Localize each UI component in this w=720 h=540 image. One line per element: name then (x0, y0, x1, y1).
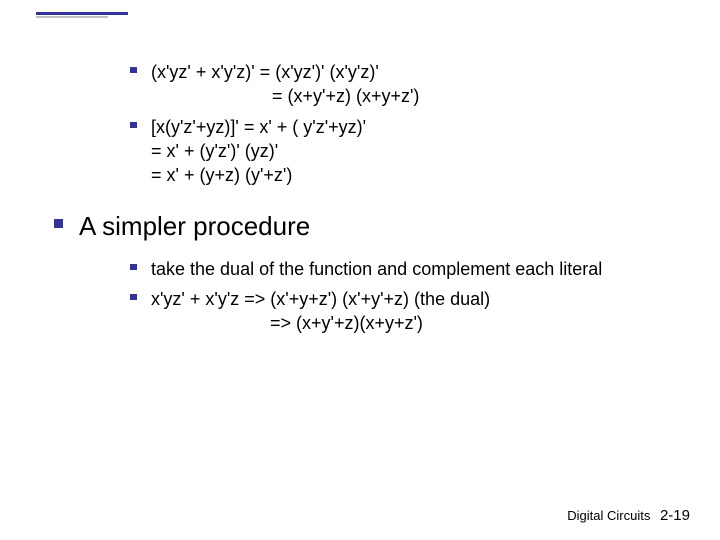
bullet-icon (130, 67, 137, 73)
sub-2-line-1: x'yz' + x'y'z => (x'+y+z') (x'+y'+z) (th… (151, 287, 690, 311)
example-2-line-1: [x(y'z'+yz)]' = x' + ( y'z'+yz)' (151, 115, 690, 139)
example-2-line-2: = x' + (y'z')' (yz)' (151, 139, 690, 163)
example-1: (x'yz' + x'y'z)' = (x'yz')' (x'y'z)' = (… (130, 60, 690, 109)
example-1-line-2: = (x+y'+z) (x+y+z') (272, 84, 690, 108)
heading-row: A simpler procedure (54, 209, 690, 244)
sub-1-text: take the dual of the function and comple… (151, 257, 690, 281)
bullet-icon (54, 219, 63, 228)
accent-bar (36, 12, 128, 15)
sub-bullet-2: x'yz' + x'y'z => (x'+y+z') (x'+y'+z) (th… (130, 287, 690, 336)
slide-content: (x'yz' + x'y'z)' = (x'yz')' (x'y'z)' = (… (90, 60, 690, 341)
page-number: 2-19 (660, 507, 690, 524)
sub-2-line-2: => (x+y'+z)(x+y+z') (270, 311, 690, 335)
example-1-line-1: (x'yz' + x'y'z)' = (x'yz')' (x'y'z)' (151, 60, 690, 84)
bullet-icon (130, 294, 137, 300)
sub-bullet-1: take the dual of the function and comple… (130, 257, 690, 281)
bullet-icon (130, 264, 137, 270)
footer: Digital Circuits 2-19 (567, 507, 690, 524)
accent-bar-shadow (36, 16, 108, 18)
example-2: [x(y'z'+yz)]' = x' + ( y'z'+yz)' = x' + … (130, 115, 690, 188)
example-2-line-3: = x' + (y+z) (y'+z') (151, 163, 690, 187)
heading-text: A simpler procedure (79, 209, 690, 244)
footer-label: Digital Circuits (567, 508, 650, 523)
bullet-icon (130, 122, 137, 128)
slide: (x'yz' + x'y'z)' = (x'yz')' (x'y'z)' = (… (0, 0, 720, 540)
